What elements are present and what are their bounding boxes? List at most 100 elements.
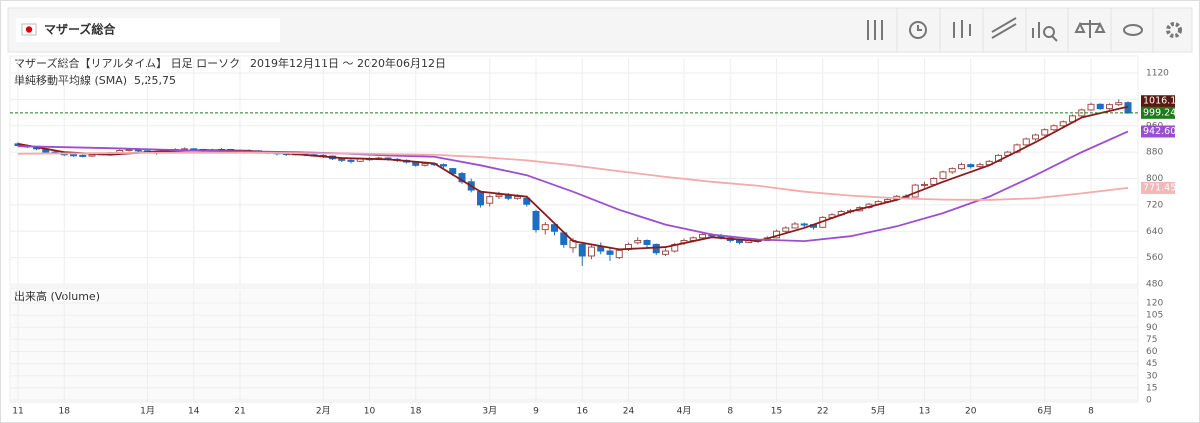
price-label-bg xyxy=(1141,181,1175,194)
y-tick-label: 15 xyxy=(1146,383,1157,393)
x-tick-label: 3月 xyxy=(482,406,497,417)
y-tick-label: 1120 xyxy=(1146,69,1169,79)
x-tick-label: 20 xyxy=(965,407,977,417)
candle-body xyxy=(652,243,660,254)
y-tick-label: 105 xyxy=(1146,311,1163,321)
candle-body xyxy=(597,246,605,252)
candle-body xyxy=(347,159,355,162)
volume-title: 出来高 (Volume) xyxy=(14,289,100,303)
y-tick-label: 720 xyxy=(1146,200,1163,210)
y-tick-label: 90 xyxy=(1146,323,1158,333)
toolbar xyxy=(867,17,1182,42)
indicator-label: 単純移動平均線 (SMA) xyxy=(14,73,127,87)
x-tick-label: 24 xyxy=(623,407,635,417)
tool-icon[interactable] xyxy=(1074,20,1106,38)
price-label: 999.24 xyxy=(1143,107,1176,118)
candle-body xyxy=(930,178,938,185)
x-tick-label: 8 xyxy=(1088,407,1094,417)
candle-body xyxy=(643,239,651,245)
price-label-bg xyxy=(1141,106,1175,119)
y-tick-label: 800 xyxy=(1146,174,1163,184)
candle-body xyxy=(477,191,484,206)
candle-body xyxy=(588,246,595,257)
price-label: 1016.14 xyxy=(1143,96,1182,107)
x-tick-label: 18 xyxy=(59,407,71,417)
x-tick-label: 5月 xyxy=(871,406,886,417)
y-tick-label: 120 xyxy=(1146,299,1163,309)
candle-body xyxy=(79,154,87,157)
tool-icon[interactable] xyxy=(1043,26,1055,38)
candle-body xyxy=(976,164,984,168)
candle-body xyxy=(1041,129,1049,136)
candle-body xyxy=(1106,104,1113,110)
x-tick-label: 14 xyxy=(188,407,200,417)
tool-icon[interactable] xyxy=(1166,22,1182,38)
x-tick-label: 11 xyxy=(12,407,23,417)
candle-body xyxy=(1059,121,1067,127)
header-title: マザーズ総合 xyxy=(44,22,116,37)
x-tick-label: 1月 xyxy=(140,406,155,417)
candle-body xyxy=(523,197,531,205)
candle-body xyxy=(958,164,965,170)
candle-body xyxy=(532,210,540,231)
x-tick-label: 22 xyxy=(817,407,828,417)
candle-body xyxy=(948,168,956,173)
candle-body xyxy=(1096,103,1104,110)
candle-body xyxy=(1115,102,1123,106)
candle-body xyxy=(921,183,928,186)
indicator-params: 5,25,75 xyxy=(134,74,176,87)
volume-panel xyxy=(9,287,1139,403)
candle-body xyxy=(421,163,429,166)
x-tick-label: 13 xyxy=(919,407,930,417)
x-tick-label: 6月 xyxy=(1037,406,1052,417)
candle-body xyxy=(541,224,549,231)
candle-body xyxy=(1022,138,1030,146)
y-tick-label: 60 xyxy=(1146,347,1158,357)
candle-body xyxy=(440,164,447,167)
tool-icon[interactable] xyxy=(1032,22,1058,42)
y-tick-label: 30 xyxy=(1146,371,1158,381)
tool-icon[interactable] xyxy=(909,21,927,39)
candle-body xyxy=(551,224,558,232)
tool-icon[interactable] xyxy=(991,17,1017,39)
y-tick-label: 75 xyxy=(1146,335,1157,345)
tool-icon[interactable] xyxy=(953,20,971,38)
x-tick-label: 8 xyxy=(727,407,733,417)
x-tick-label: 21 xyxy=(234,407,245,417)
candle-body xyxy=(736,239,743,243)
candle-body xyxy=(800,223,808,226)
candle-body xyxy=(449,168,457,175)
candle-body xyxy=(967,164,975,168)
candle-body xyxy=(1032,134,1039,140)
tool-icon[interactable] xyxy=(1123,24,1143,36)
candle-body xyxy=(1050,125,1058,131)
flag-dot xyxy=(25,26,33,33)
y-tick-label: 560 xyxy=(1146,253,1163,263)
price-label: 942.60 xyxy=(1143,126,1176,137)
sma-line xyxy=(17,130,1129,243)
sma-line xyxy=(17,151,1129,201)
candle-body xyxy=(88,154,96,157)
chart-title: マザーズ総合【リアルタイム】 日足 ローソク xyxy=(14,56,240,70)
tool-icon[interactable] xyxy=(917,25,922,31)
candle-body xyxy=(939,171,947,179)
y-tick-label: 480 xyxy=(1146,280,1163,290)
candle-body xyxy=(514,196,521,199)
price-label-bg xyxy=(1141,95,1175,108)
candle-body xyxy=(782,227,790,232)
toolbar-dividers xyxy=(896,8,1154,52)
title-box xyxy=(16,18,280,42)
price-label: 771.45 xyxy=(1143,182,1176,193)
y-tick-label: 45 xyxy=(1146,359,1157,369)
candle-body xyxy=(1087,103,1095,111)
x-tick-label: 2月 xyxy=(316,406,331,417)
y-tick-label: 880 xyxy=(1146,148,1163,158)
candle-body xyxy=(606,250,614,255)
price-panel xyxy=(9,55,1139,287)
candle-body xyxy=(791,223,799,229)
y-tick-label: 0 xyxy=(1146,396,1152,406)
candle-body xyxy=(699,234,706,239)
candle-body xyxy=(495,194,503,198)
x-tick-label: 18 xyxy=(410,407,422,417)
